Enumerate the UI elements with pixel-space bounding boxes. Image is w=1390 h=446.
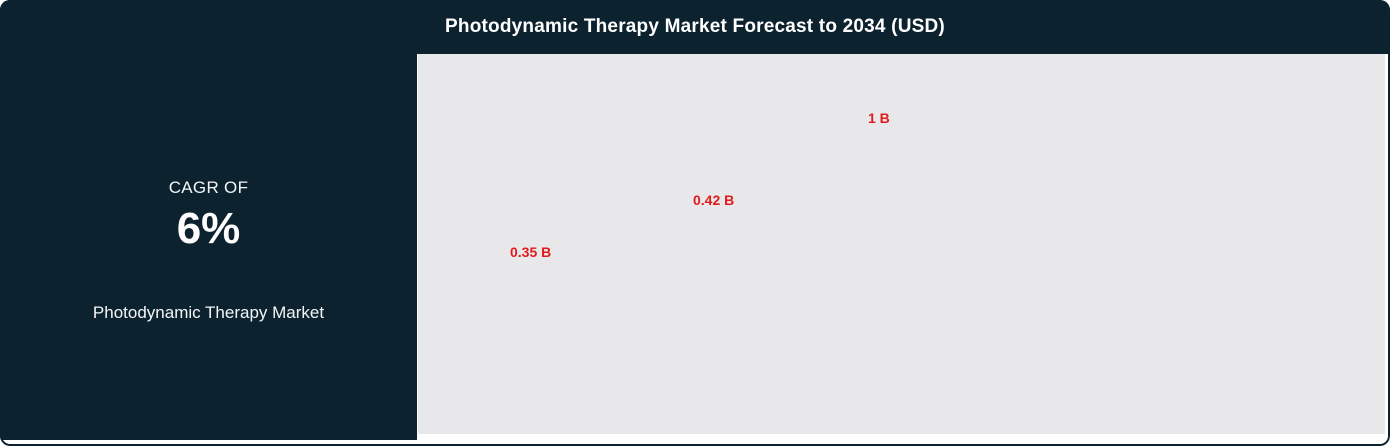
chart-data-label: 1 B	[868, 110, 890, 126]
cagr-value: 6%	[176, 204, 241, 253]
cagr-panel: CAGR OF 6% Photodynamic Therapy Market	[0, 0, 417, 440]
market-name-label: Photodynamic Therapy Market	[92, 303, 325, 322]
chart-data-label: 0.42 B	[693, 192, 735, 208]
chart-title: Photodynamic Therapy Market Forecast to …	[445, 16, 945, 37]
chart-plot-area: 0.35 B 0.42 B 1 B	[418, 54, 1385, 434]
cagr-label: CAGR OF	[168, 178, 249, 197]
chart-data-label: 0.35 B	[510, 244, 552, 260]
chart-title-bar: Photodynamic Therapy Market Forecast to …	[0, 0, 1390, 54]
